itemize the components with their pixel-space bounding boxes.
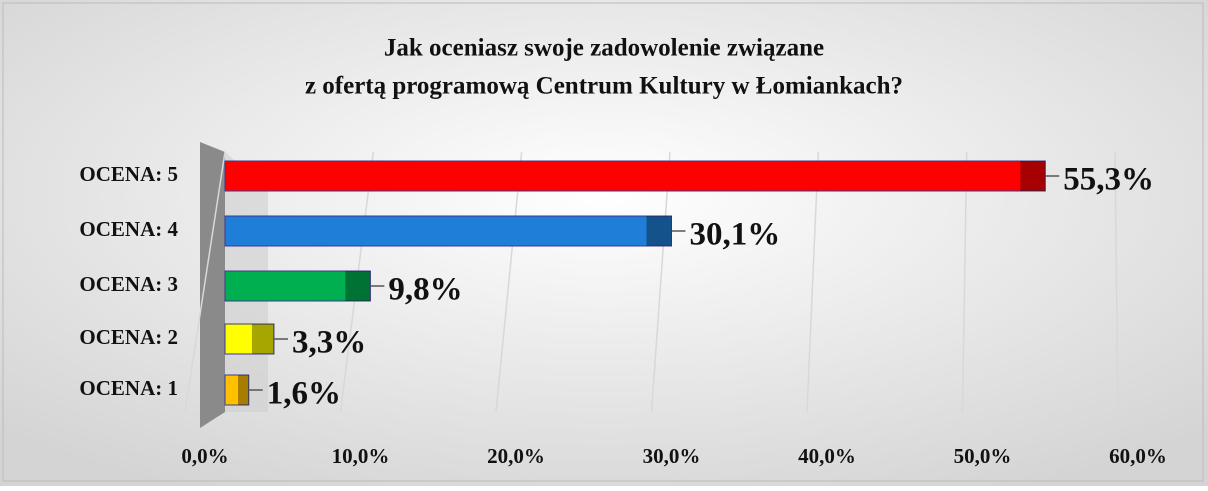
bar [224,215,672,247]
x-tick-label: 30,0% [643,444,701,468]
value-label: 9,8% [388,272,462,308]
bar [224,270,371,302]
x-tick-label: 60,0% [1109,444,1167,468]
grid-line [1114,151,1119,413]
chart-title: Jak oceniasz swoje zadowolenie związane [384,35,824,62]
bar-side [1020,161,1046,191]
bar-side [345,271,371,301]
value-label: 30,1% [689,217,780,253]
value-label: 3,3% [292,325,366,361]
grid-line [184,151,226,413]
y-tick-label: OCENA: 3 [79,272,178,296]
grid-line [961,151,968,413]
x-tick-label: 20,0% [487,444,545,468]
y-tick-label: OCENA: 5 [79,162,178,186]
chart-title: z ofertą programową Centrum Kultury w Ło… [305,73,903,100]
value-label: 55,3% [1063,162,1154,198]
y-tick-label: OCENA: 2 [79,325,178,349]
x-tick-label: 50,0% [954,444,1012,468]
y-tick-label: OCENA: 1 [79,376,178,400]
bar-side [238,375,249,405]
bar-side [646,216,672,246]
frame [2,2,1204,482]
x-tick-label: 10,0% [332,444,390,468]
bar [224,323,275,355]
grid-line [650,151,671,413]
bar [224,160,1046,192]
grid-line [806,151,820,413]
value-label: 1,6% [267,376,341,412]
x-tick-label: 0,0% [181,444,228,468]
side-wall [200,142,225,428]
x-tick-label: 40,0% [798,444,856,468]
y-tick-label: OCENA: 4 [79,217,178,241]
grid-line [495,151,523,413]
bar-side [251,324,274,354]
